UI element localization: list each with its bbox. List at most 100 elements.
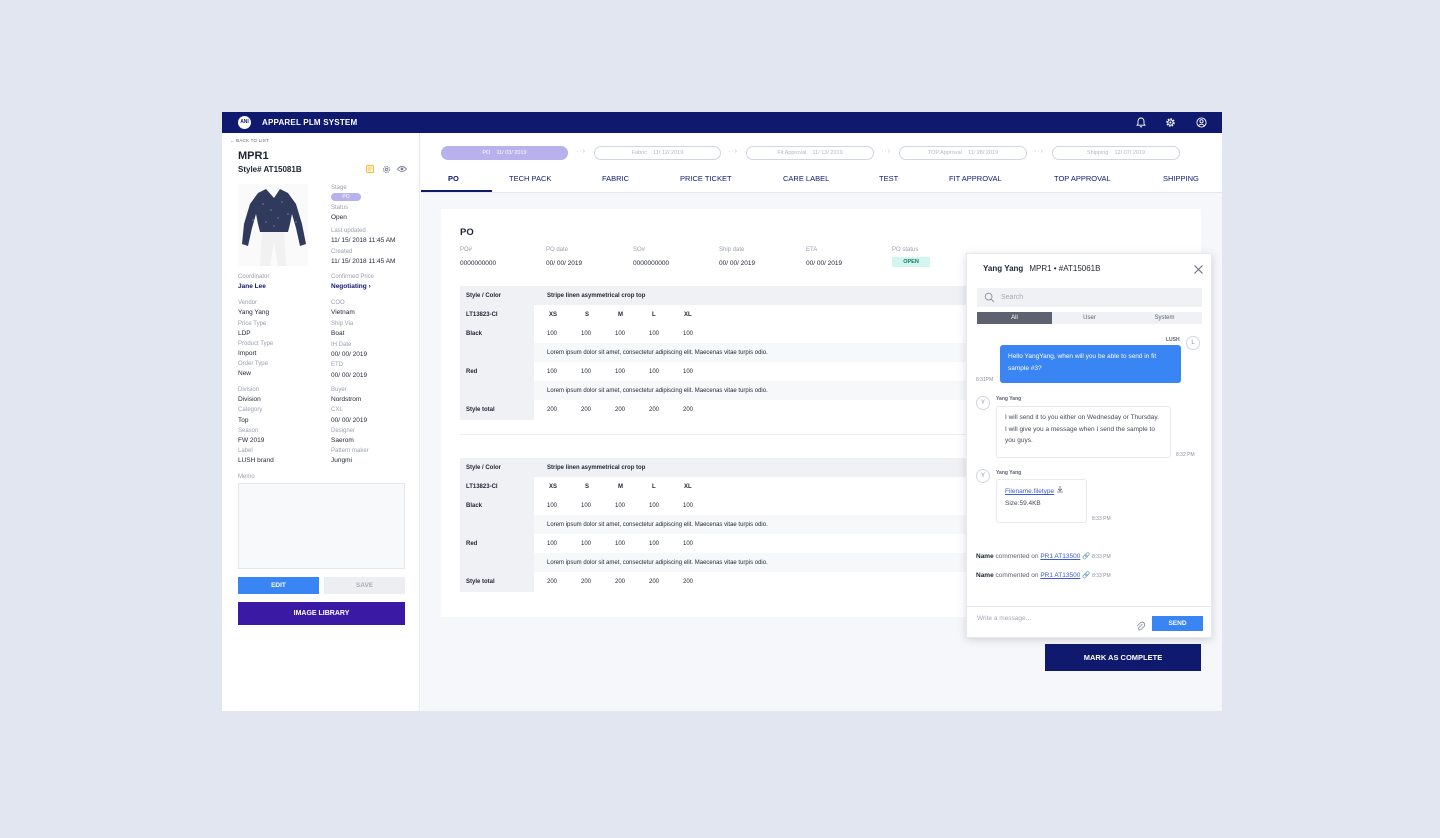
comment-link[interactable]: PR1 AT13500 bbox=[1040, 572, 1081, 579]
total-cell: 200 bbox=[649, 579, 660, 585]
designer-label: Designer bbox=[331, 428, 356, 434]
timeline-step-top-approval[interactable]: TOP Approval 11/ 28/ 2019 bbox=[899, 146, 1027, 160]
quantity-cell: 100 bbox=[547, 503, 558, 509]
vendor-value: Yang Yang bbox=[238, 309, 270, 316]
style-name: Stripe linen asymmetrical crop top bbox=[547, 293, 646, 299]
status-value: Open bbox=[331, 214, 347, 221]
bell-icon[interactable] bbox=[1134, 116, 1147, 129]
division-label: Division bbox=[238, 387, 260, 393]
timeline-step-shipping[interactable]: Shipping 12/ 07/ 2019 bbox=[1052, 146, 1180, 160]
quantity-cell: 100 bbox=[547, 541, 558, 547]
season-label: Season bbox=[238, 428, 259, 434]
buyer-label: Buyer bbox=[331, 387, 347, 393]
chat-tab-system[interactable]: System bbox=[1154, 315, 1175, 321]
table-label-column bbox=[460, 286, 534, 420]
size-header: XS bbox=[549, 312, 558, 318]
tab-care-label[interactable]: CARE LABEL bbox=[783, 174, 830, 183]
product-image[interactable] bbox=[238, 184, 308, 266]
tab-tech-pack[interactable]: TECH PACK bbox=[509, 174, 552, 183]
size-header: M bbox=[618, 484, 623, 490]
tab-test[interactable]: TEST bbox=[879, 174, 899, 183]
app-logo: ANI bbox=[238, 116, 251, 129]
chat-tab-user[interactable]: User bbox=[1083, 315, 1096, 321]
tab-top-approval[interactable]: TOP APPROVAL bbox=[1054, 174, 1111, 183]
style-sidebar: ← BACK TO LIST MPR1 Style# AT15081B Stag… bbox=[222, 133, 420, 711]
last-updated-label: Last updated bbox=[331, 228, 366, 234]
quantity-cell: 100 bbox=[649, 331, 660, 337]
row-note: Lorem ipsum dolor sit amet, consectetur … bbox=[547, 388, 768, 394]
message-placeholder: Write a message... bbox=[977, 615, 1032, 622]
download-icon[interactable] bbox=[1056, 486, 1064, 495]
pattern-maker-value: Jungmi bbox=[331, 457, 352, 464]
style-color-header: Style / Color bbox=[466, 293, 502, 299]
timeline-step-date: 11/ 13/ 2019 bbox=[812, 150, 843, 156]
mark-as-complete-button[interactable]: MARK AS COMPLETE bbox=[1045, 644, 1201, 671]
save-button[interactable]: SAVE bbox=[324, 577, 405, 594]
eye-icon[interactable] bbox=[397, 164, 407, 174]
chat-tab-all[interactable]: All bbox=[977, 312, 1052, 324]
ih-date-label: IH Date bbox=[331, 342, 352, 348]
confirmed-price-text: Negotiating bbox=[331, 283, 367, 290]
back-label: BACK TO LIST bbox=[236, 138, 269, 143]
message-time: 8:31PM bbox=[976, 377, 994, 383]
total-cell: 200 bbox=[683, 579, 694, 585]
tab-fabric[interactable]: FABRIC bbox=[602, 174, 630, 183]
memo-textarea[interactable] bbox=[238, 483, 405, 569]
comment-link[interactable]: PR1 AT13500 bbox=[1040, 553, 1081, 560]
file-link[interactable]: Filename.filetype bbox=[1005, 488, 1055, 495]
po-number-label: PO# bbox=[460, 247, 473, 253]
edit-button[interactable]: EDIT bbox=[238, 577, 319, 594]
image-library-button[interactable]: IMAGE LIBRARY bbox=[238, 602, 405, 625]
tab-price-ticket[interactable]: PRICE TICKET bbox=[680, 174, 732, 183]
quantity-cell: 100 bbox=[581, 503, 592, 509]
quantity-cell: 100 bbox=[547, 369, 558, 375]
confirmed-price-value[interactable]: Negotiating › bbox=[331, 283, 371, 290]
arrow-left-icon: ← bbox=[230, 138, 235, 143]
label-value: LUSH brand bbox=[238, 457, 274, 464]
back-to-list-link[interactable]: ← BACK TO LIST bbox=[230, 138, 269, 143]
chat-context: MPR1 • #AT15061B bbox=[1029, 264, 1101, 273]
timeline-step-po[interactable]: PO 11/ 03/ 2019 bbox=[441, 146, 568, 160]
tab-po[interactable]: PO bbox=[448, 174, 459, 183]
file-attachment-message: Filename.filetype Size:59.4KB bbox=[996, 479, 1087, 523]
comment-notice: Name commented on PR1 AT13500 🔗 8:33 PM bbox=[976, 571, 1111, 579]
quantity-cell: 100 bbox=[581, 369, 592, 375]
table-note-row: Lorem ipsum dolor sit amet, consectetur … bbox=[534, 553, 980, 572]
send-button[interactable]: SEND bbox=[1152, 616, 1203, 631]
last-updated-value: 11/ 15/ 2018 11:45 AM bbox=[331, 237, 396, 244]
chevron-right-icon: › bbox=[368, 283, 371, 290]
avatar: L bbox=[1186, 336, 1200, 350]
message-input[interactable]: Write a message... SEND bbox=[967, 606, 1213, 639]
table-header-row: Style / Color Stripe linen asymmetrical … bbox=[460, 286, 980, 305]
gear-icon[interactable] bbox=[1164, 116, 1177, 129]
eta-value: 00/ 00/ 2019 bbox=[806, 260, 843, 267]
total-cell: 200 bbox=[547, 407, 558, 413]
timeline-step-fit-approval[interactable]: Fit Approval 11/ 13/ 2019 bbox=[746, 146, 874, 160]
quantity-cell: 100 bbox=[683, 541, 694, 547]
note-icon[interactable] bbox=[365, 164, 375, 174]
quantity-cell: 100 bbox=[649, 369, 660, 375]
total-cell: 200 bbox=[547, 579, 558, 585]
coordinator-value[interactable]: Jane Lee bbox=[238, 283, 266, 290]
designer-value: Saerom bbox=[331, 437, 354, 444]
table-total-row: Style total 200 200 200 200 200 bbox=[460, 400, 980, 419]
timeline-step-fabric[interactable]: Fabric 11/ 12/ 2019 bbox=[594, 146, 721, 160]
close-icon[interactable] bbox=[1193, 262, 1204, 274]
user-account-icon[interactable] bbox=[1195, 116, 1208, 129]
total-cell: 200 bbox=[615, 407, 626, 413]
paperclip-icon[interactable] bbox=[1136, 618, 1146, 636]
chat-search-input[interactable]: Search bbox=[977, 288, 1202, 307]
size-header: L bbox=[652, 312, 656, 318]
po-status-label: PO status bbox=[892, 247, 919, 253]
vendor-label: Vendor bbox=[238, 300, 258, 306]
comment-author: Name bbox=[976, 553, 994, 560]
tab-fit-approval[interactable]: FIT APPROVAL bbox=[949, 174, 1002, 183]
etd-label: ETD bbox=[331, 362, 343, 368]
stage-label: Stage bbox=[331, 185, 347, 191]
chat-contact-name: Yang Yang bbox=[983, 264, 1024, 273]
tab-shipping[interactable]: SHIPPING bbox=[1163, 174, 1199, 183]
chat-panel: Yang Yang MPR1 • #AT15061B Search All Use… bbox=[966, 253, 1213, 639]
settings-icon[interactable] bbox=[381, 164, 391, 174]
chat-header: Yang Yang MPR1 • #AT15061B bbox=[983, 264, 1100, 273]
message-time: 8:32 PM bbox=[1176, 452, 1195, 458]
